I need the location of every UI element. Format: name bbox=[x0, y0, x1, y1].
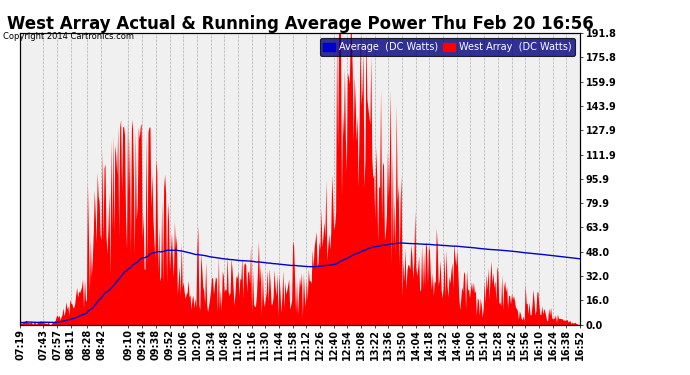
Legend: Average  (DC Watts), West Array  (DC Watts): Average (DC Watts), West Array (DC Watts… bbox=[319, 38, 575, 56]
Title: West Array Actual & Running Average Power Thu Feb 20 16:56: West Array Actual & Running Average Powe… bbox=[7, 15, 593, 33]
Text: Copyright 2014 Cartronics.com: Copyright 2014 Cartronics.com bbox=[3, 32, 135, 41]
